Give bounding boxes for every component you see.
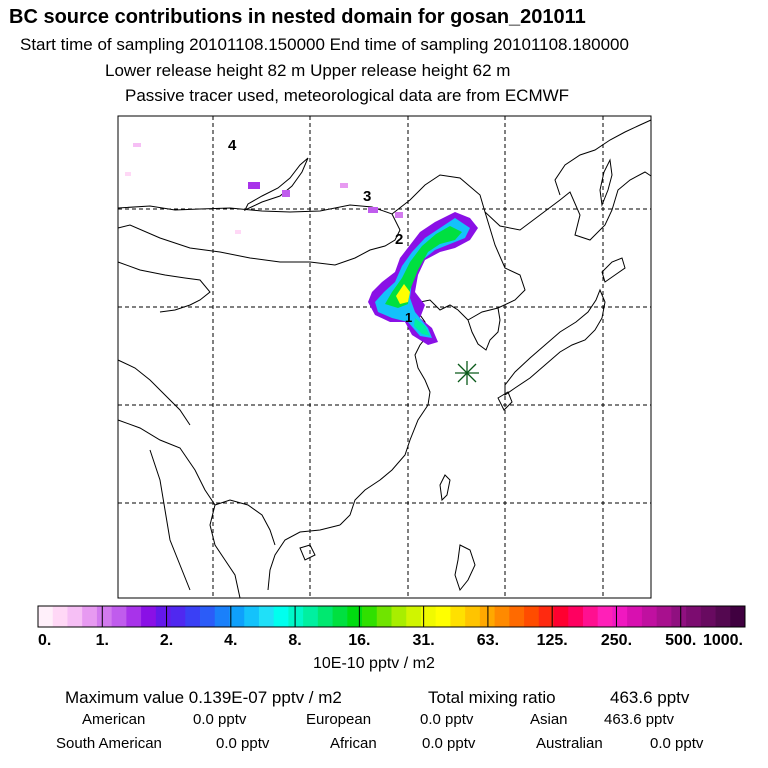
south-american-value: 0.0 pptv: [216, 735, 270, 752]
australian-label: Australian: [536, 735, 603, 752]
american-value: 0.0 pptv: [193, 711, 247, 728]
marker-label-4: 4: [228, 137, 237, 154]
taiwan: [439, 474, 451, 502]
sampling-time-line: Start time of sampling 20101108.150000 E…: [20, 35, 629, 54]
map-frame: [117, 115, 652, 599]
marker-label-1: 1: [405, 310, 412, 325]
total-mixing-ratio-value: 463.6 pptv: [610, 688, 690, 707]
coastlines: [117, 119, 652, 599]
south-american-label: South American: [56, 735, 162, 752]
australian-value: 0.0 pptv: [650, 735, 704, 752]
african-label: African: [330, 735, 377, 752]
speck: [340, 183, 348, 188]
european-label: European: [306, 711, 372, 728]
china-coast: [339, 299, 469, 526]
south-coast: [267, 524, 341, 591]
speck: [133, 143, 141, 147]
speck: [368, 207, 378, 213]
tracer-plume: [125, 143, 478, 345]
tracer-info-line: Passive tracer used, meteorological data…: [125, 86, 570, 105]
western-border: [117, 261, 211, 313]
marker-label-3: 3: [363, 188, 371, 205]
map-grid: [118, 116, 651, 598]
northern-border: [117, 171, 652, 241]
speck: [235, 230, 241, 234]
marker-label-2: 2: [395, 231, 403, 248]
chart-title: BC source contributions in nested domain…: [9, 6, 586, 28]
release-height-line: Lower release height 82 m Upper release …: [105, 61, 511, 80]
african-value: 0.0 pptv: [422, 735, 476, 752]
colorbar-unit-label: 10E-10 pptv / m2: [313, 655, 435, 672]
european-value: 0.0 pptv: [420, 711, 474, 728]
plume-mid: [375, 218, 470, 338]
american-label: American: [82, 711, 146, 728]
tibet-border: [117, 359, 191, 426]
lake-baikal: [243, 157, 309, 212]
total-mixing-ratio-label: Total mixing ratio: [428, 688, 556, 707]
asian-label: Asian: [530, 711, 568, 728]
speck: [282, 190, 290, 197]
india-coast: [149, 449, 191, 591]
hainan: [299, 544, 316, 561]
sakhalin: [599, 158, 613, 207]
speck: [395, 212, 403, 218]
japan-honshu: [504, 288, 606, 396]
korea: [467, 307, 501, 351]
ne-china-border: [467, 211, 526, 321]
plume-peak: [396, 284, 410, 304]
plume-south: [414, 318, 430, 336]
japan-hokkaido: [601, 257, 626, 283]
speck: [125, 172, 131, 176]
japan-kyushu: [497, 391, 513, 411]
myanmar-border: [214, 499, 276, 546]
southwest-border: [117, 419, 241, 599]
speck: [248, 182, 260, 189]
max-value-text: Maximum value 0.139E-07 pptv / m2: [65, 688, 342, 707]
mongolia-china-border: [117, 213, 401, 266]
asian-value: 463.6 pptv: [604, 711, 675, 728]
philippines: [454, 544, 476, 592]
okhotsk-coast: [554, 119, 652, 196]
receptor-star-icon: [455, 361, 479, 385]
